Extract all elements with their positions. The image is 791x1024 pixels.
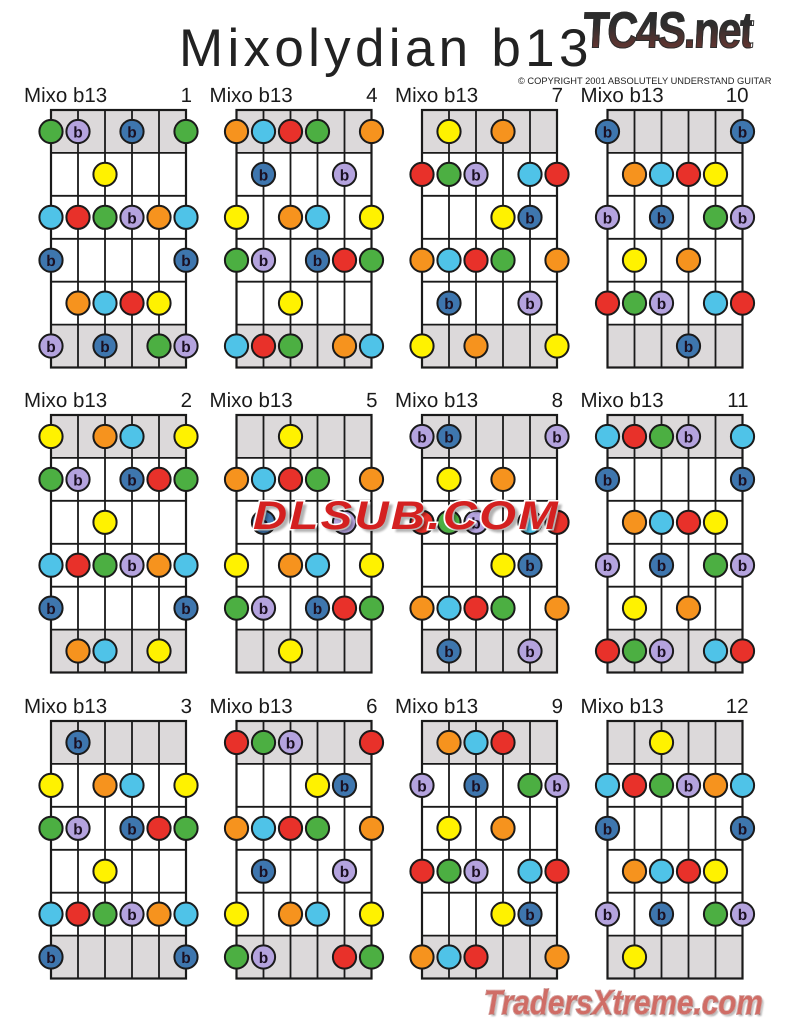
svg-text:b: b — [603, 472, 612, 489]
svg-text:Mixo b13: Mixo b13 — [210, 389, 293, 412]
svg-text:2: 2 — [181, 389, 192, 412]
svg-text:12: 12 — [726, 695, 749, 718]
svg-text:b: b — [259, 864, 268, 881]
svg-text:Mixo b13: Mixo b13 — [24, 84, 107, 107]
svg-text:b: b — [46, 950, 55, 967]
svg-text:b: b — [259, 601, 268, 618]
svg-text:b: b — [657, 644, 666, 661]
svg-text:b: b — [657, 558, 666, 575]
svg-text:b: b — [525, 644, 534, 661]
svg-text:b: b — [738, 821, 747, 838]
svg-text:Mixo b13: Mixo b13 — [581, 389, 664, 412]
svg-text:b: b — [73, 736, 82, 753]
svg-text:b: b — [444, 644, 453, 661]
svg-text:b: b — [100, 339, 109, 356]
svg-text:b: b — [313, 601, 322, 618]
svg-text:b: b — [340, 864, 349, 881]
svg-text:b: b — [73, 125, 82, 142]
svg-text:b: b — [286, 736, 295, 753]
svg-text:9: 9 — [552, 695, 563, 718]
svg-text:b: b — [73, 472, 82, 489]
svg-text:Mixo b13: Mixo b13 — [581, 695, 664, 718]
svg-text:b: b — [738, 907, 747, 924]
svg-text:b: b — [46, 339, 55, 356]
svg-text:b: b — [127, 125, 136, 142]
svg-text:10: 10 — [726, 84, 749, 107]
svg-text:b: b — [525, 907, 534, 924]
svg-text:b: b — [444, 430, 453, 447]
svg-text:b: b — [127, 821, 136, 838]
svg-text:b: b — [603, 821, 612, 838]
svg-text:b: b — [525, 210, 534, 227]
svg-text:b: b — [181, 253, 190, 270]
svg-text:7: 7 — [552, 84, 563, 107]
svg-text:b: b — [259, 167, 268, 184]
svg-text:b: b — [657, 296, 666, 313]
svg-text:b: b — [313, 253, 322, 270]
svg-text:b: b — [738, 558, 747, 575]
svg-text:b: b — [684, 339, 693, 356]
svg-text:Mixo b13: Mixo b13 — [210, 84, 293, 107]
svg-text:Mixo b13: Mixo b13 — [210, 695, 293, 718]
svg-text:b: b — [127, 558, 136, 575]
svg-text:b: b — [259, 253, 268, 270]
svg-text:b: b — [127, 907, 136, 924]
svg-text:3: 3 — [181, 695, 192, 718]
svg-text:b: b — [471, 167, 480, 184]
svg-text:Mixo b13: Mixo b13 — [24, 389, 107, 412]
svg-text:Mixo b13: Mixo b13 — [581, 84, 664, 107]
svg-text:b: b — [417, 778, 426, 795]
svg-text:b: b — [46, 253, 55, 270]
svg-text:b: b — [127, 210, 136, 227]
svg-text:Mixo b13: Mixo b13 — [395, 695, 478, 718]
svg-text:b: b — [181, 601, 190, 618]
svg-text:Mixo b13: Mixo b13 — [395, 84, 478, 107]
svg-text:b: b — [552, 430, 561, 447]
svg-text:b: b — [603, 558, 612, 575]
svg-text:4: 4 — [366, 84, 377, 107]
svg-text:b: b — [657, 210, 666, 227]
svg-text:Mixo b13: Mixo b13 — [395, 389, 478, 412]
svg-text:b: b — [444, 296, 453, 313]
svg-text:b: b — [657, 907, 666, 924]
svg-text:b: b — [340, 778, 349, 795]
svg-text:b: b — [684, 430, 693, 447]
svg-text:b: b — [603, 125, 612, 142]
svg-text:b: b — [259, 950, 268, 967]
svg-text:b: b — [552, 778, 561, 795]
svg-text:Mixo b13: Mixo b13 — [24, 695, 107, 718]
svg-text:b: b — [738, 472, 747, 489]
svg-text:6: 6 — [366, 695, 377, 718]
svg-text:5: 5 — [366, 389, 377, 412]
svg-text:b: b — [471, 778, 480, 795]
svg-text:b: b — [181, 950, 190, 967]
svg-text:b: b — [417, 430, 426, 447]
svg-text:b: b — [525, 296, 534, 313]
svg-text:b: b — [738, 210, 747, 227]
svg-text:b: b — [684, 778, 693, 795]
svg-text:11: 11 — [727, 389, 748, 412]
svg-text:b: b — [603, 907, 612, 924]
svg-text:8: 8 — [552, 389, 563, 412]
svg-text:b: b — [340, 167, 349, 184]
svg-text:b: b — [181, 339, 190, 356]
svg-text:b: b — [46, 601, 55, 618]
svg-text:b: b — [471, 864, 480, 881]
svg-text:b: b — [73, 821, 82, 838]
svg-text:b: b — [738, 125, 747, 142]
svg-text:b: b — [525, 558, 534, 575]
svg-text:1: 1 — [181, 84, 192, 107]
svg-text:b: b — [603, 210, 612, 227]
svg-text:b: b — [127, 472, 136, 489]
